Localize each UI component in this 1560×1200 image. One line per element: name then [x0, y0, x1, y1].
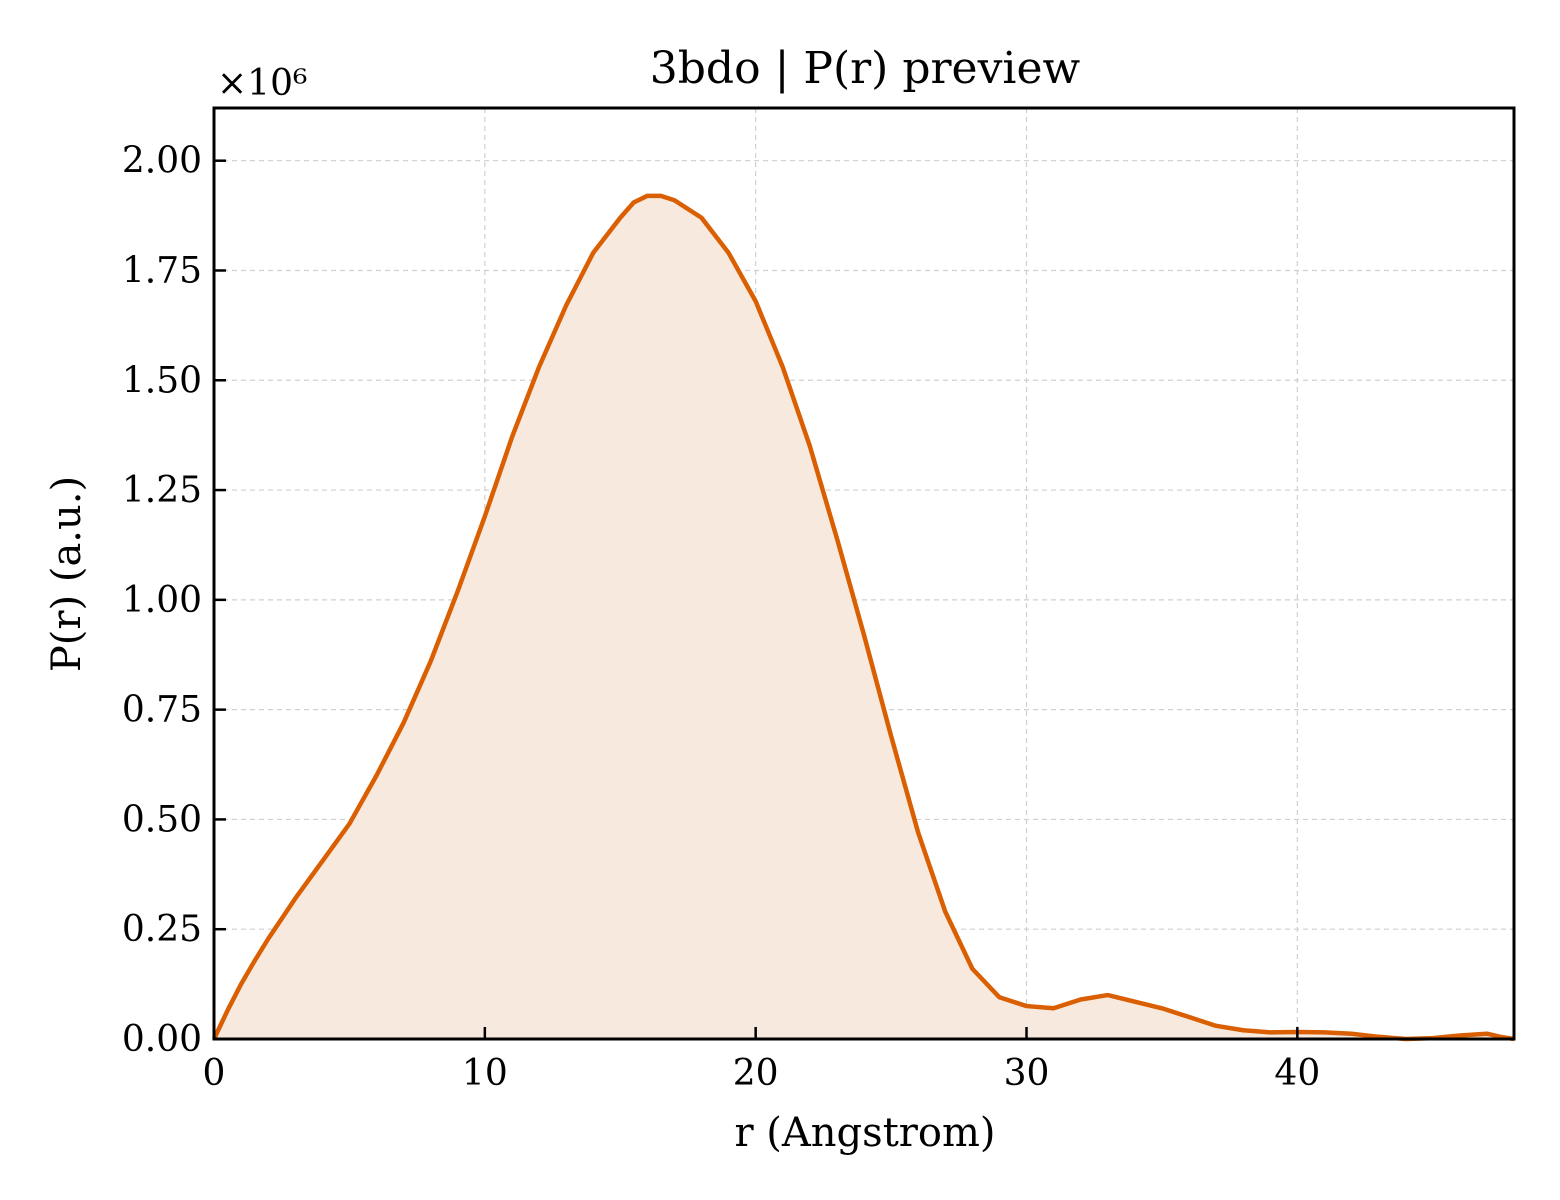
y-tick-label: 0.00 — [122, 1019, 202, 1060]
x-axis-label: r (Angstrom) — [734, 1110, 995, 1156]
y-tick-label: 1.25 — [122, 470, 202, 511]
grid — [214, 108, 1514, 1039]
plot-frame — [212, 106, 1516, 1041]
x-tick-label: 30 — [1004, 1053, 1050, 1094]
x-tick-label: 20 — [733, 1053, 779, 1094]
y-tick-label: 1.00 — [122, 580, 202, 621]
y-tick-label: 1.75 — [122, 250, 202, 291]
pr-series-line — [211, 193, 1515, 1042]
axis-ticks: 0 10 20 30 40 0.00 0.25 0.50 0.75 1.00 1.25 1.50 1.7… — [122, 141, 1320, 1094]
pr-area-fill — [214, 195, 1514, 1039]
y-axis-offset-label: ×10⁶ — [217, 63, 307, 104]
y-tick-label: 0.25 — [122, 909, 202, 950]
y-tick-label: 1.50 — [122, 360, 202, 401]
y-tick-label: 0.75 — [122, 690, 202, 731]
y-axis-label: P(r) (a.u.) — [44, 476, 90, 672]
x-tick-label: 10 — [462, 1053, 508, 1094]
chart-title: 3bdo | P(r) preview — [650, 43, 1081, 94]
x-tick-label: 40 — [1274, 1053, 1320, 1094]
y-tick-label: 2.00 — [122, 141, 202, 182]
x-tick-label: 0 — [203, 1053, 226, 1094]
y-tick-label: 0.50 — [122, 799, 202, 840]
